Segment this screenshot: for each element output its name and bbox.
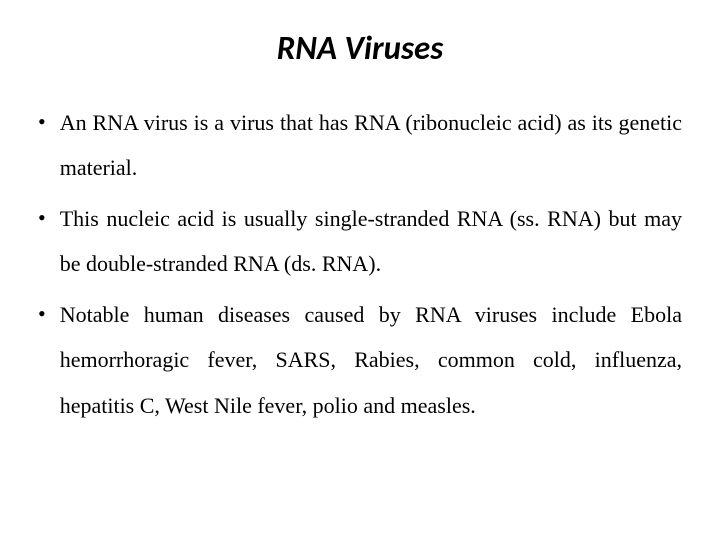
bullet-text: An RNA virus is a virus that has RNA (ri… — [60, 100, 682, 190]
bullet-text: This nucleic acid is usually single-stra… — [60, 196, 682, 286]
list-item: • This nucleic acid is usually single-st… — [38, 196, 682, 286]
list-item: • An RNA virus is a virus that has RNA (… — [38, 100, 682, 190]
bullet-marker: • — [38, 101, 46, 143]
list-item: • Notable human diseases caused by RNA v… — [38, 292, 682, 427]
bullet-marker: • — [38, 197, 46, 239]
bullet-marker: • — [38, 293, 46, 335]
page-title: RNA Viruses — [38, 28, 682, 68]
bullet-list: • An RNA virus is a virus that has RNA (… — [38, 100, 682, 428]
bullet-text: Notable human diseases caused by RNA vir… — [60, 292, 682, 427]
